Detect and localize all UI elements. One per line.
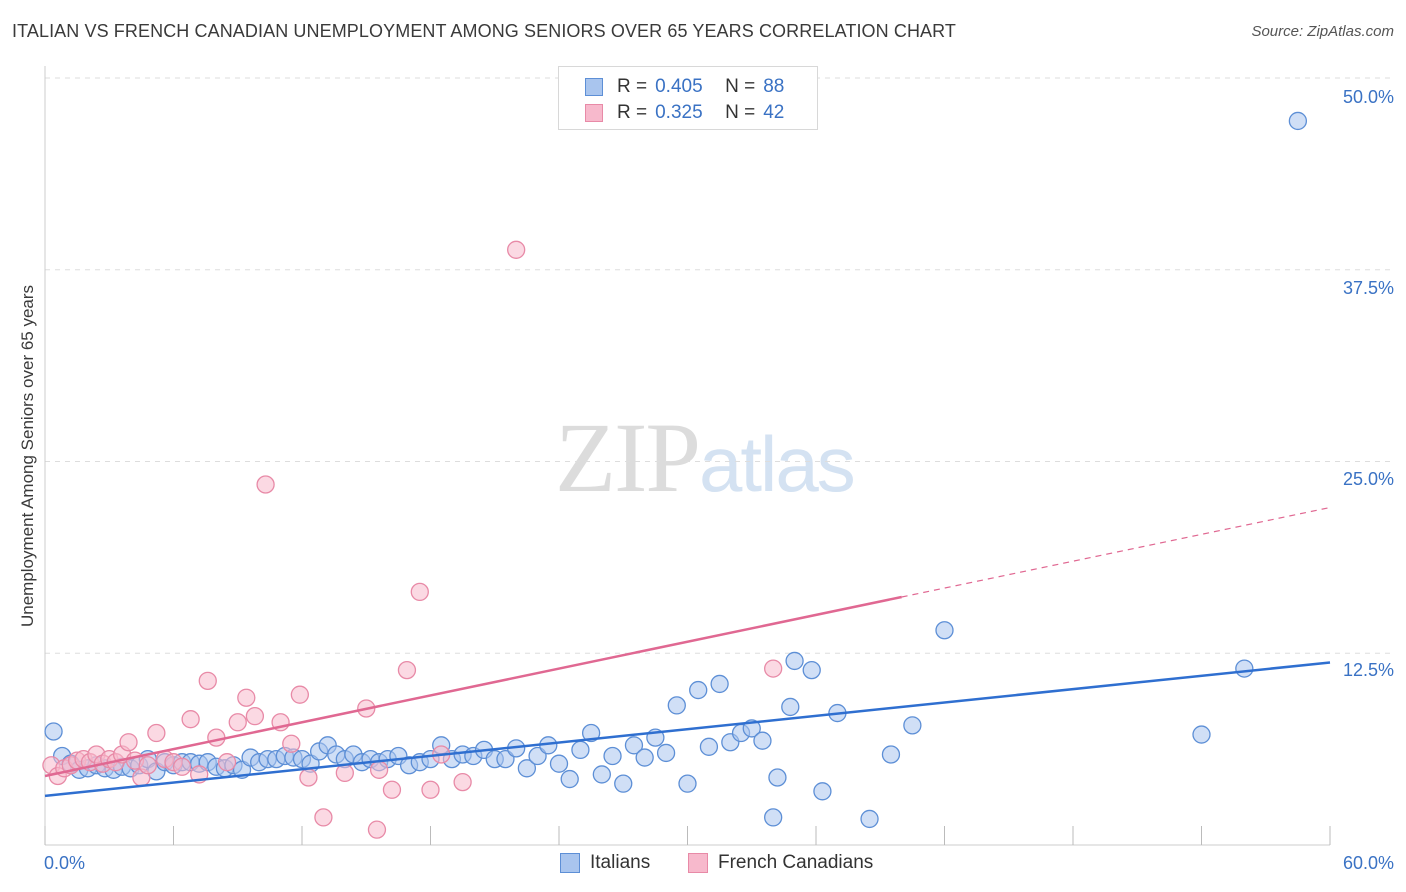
italians-point [592, 765, 611, 784]
french-canadians-point [421, 780, 440, 799]
italians-point [935, 621, 954, 640]
italians-point [560, 769, 579, 789]
italians-point [689, 680, 708, 700]
french-canadians-point [410, 582, 429, 602]
italians-point [1235, 659, 1254, 678]
french-canadians-point [299, 768, 318, 787]
french-canadians-point [138, 756, 157, 775]
italians-point [710, 674, 729, 694]
n-value: 42 [763, 102, 785, 123]
french-canadians-point [764, 659, 783, 678]
french-canadians-legend-swatch [688, 853, 708, 873]
italians-point [753, 731, 772, 750]
y-tick-12-5: 12.5% [1342, 660, 1394, 680]
n-label: N = [725, 102, 756, 123]
y-tick-37-5: 37.5% [1342, 278, 1394, 298]
italians-trend-line [44, 661, 1331, 798]
italians-point [764, 808, 783, 827]
french-canadians-point [282, 734, 301, 753]
r-value: 0.405 [655, 76, 703, 97]
french-canadians-point [172, 757, 192, 776]
r-value: 0.325 [655, 102, 703, 123]
watermark-atlas: atlas [699, 420, 856, 508]
n-label: N = [725, 76, 756, 97]
italians-point [517, 759, 537, 778]
correlation-legend: R = 0.405 N = 88 R = 0.325 N = 42 [558, 66, 818, 130]
french-canadians-trend-line [44, 595, 902, 778]
legend-label-french-canadians: French Canadians [718, 852, 874, 873]
french-canadians-point [217, 753, 237, 772]
french-canadians-point [453, 772, 472, 792]
italians-point [1288, 111, 1308, 131]
italians-swatch [585, 78, 603, 96]
watermark: ZIPatlas [555, 400, 856, 515]
french-canadians-trend-extension [901, 506, 1331, 598]
legend-label-italians: Italians [590, 852, 651, 873]
x-axis-max-label: 60.0% [1342, 853, 1394, 873]
italians-point [813, 782, 832, 801]
italians-point [785, 651, 804, 671]
source-credit: Source: ZipAtlas.com [1251, 23, 1394, 40]
italians-point [581, 723, 601, 743]
french-canadians-point [397, 660, 417, 680]
legend-item-italians: Italians [560, 852, 650, 874]
italians-point [667, 696, 686, 715]
italians-point [903, 716, 922, 735]
french-canadians-point [181, 710, 200, 729]
italians-point [860, 809, 879, 829]
legend-item-french-canadians: French Canadians [688, 852, 873, 874]
r-label: R = [617, 102, 648, 123]
italians-point [528, 746, 547, 766]
french-canadians-point [198, 671, 217, 691]
french-canadians-point [367, 820, 387, 839]
italians-point [881, 745, 901, 764]
italians-point [678, 774, 697, 793]
french-canadians-point [256, 475, 275, 494]
french-canadians-point [507, 240, 526, 259]
italians-point [781, 697, 800, 717]
italians-legend-swatch [560, 853, 580, 873]
series-legend: Italians French Canadians [0, 852, 1406, 878]
french-canadians-swatch [585, 104, 603, 122]
italians-point [656, 743, 676, 763]
y-tick-50: 50.0% [1342, 87, 1394, 107]
french-canadians-point [228, 713, 247, 732]
french-canadians-point [382, 780, 402, 799]
french-canadians-point [335, 763, 354, 783]
italians-point [635, 748, 654, 767]
italians-point [768, 768, 787, 787]
french-canadians-point [237, 688, 256, 707]
n-value: 88 [763, 76, 785, 97]
italians-point [571, 740, 590, 760]
italians-point [603, 746, 622, 766]
y-tick-25: 25.0% [1342, 469, 1394, 489]
french-canadians-point [245, 706, 265, 726]
italians-point [699, 737, 719, 756]
watermark-zip: ZIP [555, 402, 701, 513]
french-canadians-point [314, 808, 333, 827]
italians-point [496, 749, 515, 769]
italians-point [44, 722, 63, 741]
french-canadians-point [290, 685, 310, 704]
french-canadians-point [119, 733, 138, 752]
french-canadians-point [369, 760, 389, 779]
italians-point [549, 754, 569, 773]
french-canadians-point [147, 723, 166, 743]
italians-point [1192, 725, 1211, 744]
legend-row-french-canadians: R = 0.325 N = 42 [585, 101, 784, 125]
chart-title: ITALIAN VS FRENCH CANADIAN UNEMPLOYMENT … [12, 21, 957, 41]
x-axis-min-label: 0.0% [44, 853, 86, 873]
r-label: R = [617, 76, 648, 97]
legend-row-italians: R = 0.405 N = 88 [585, 75, 784, 99]
italians-point [802, 660, 821, 680]
french-canadians-point [207, 728, 226, 747]
italians-point [624, 736, 644, 755]
italians-point [614, 774, 633, 793]
